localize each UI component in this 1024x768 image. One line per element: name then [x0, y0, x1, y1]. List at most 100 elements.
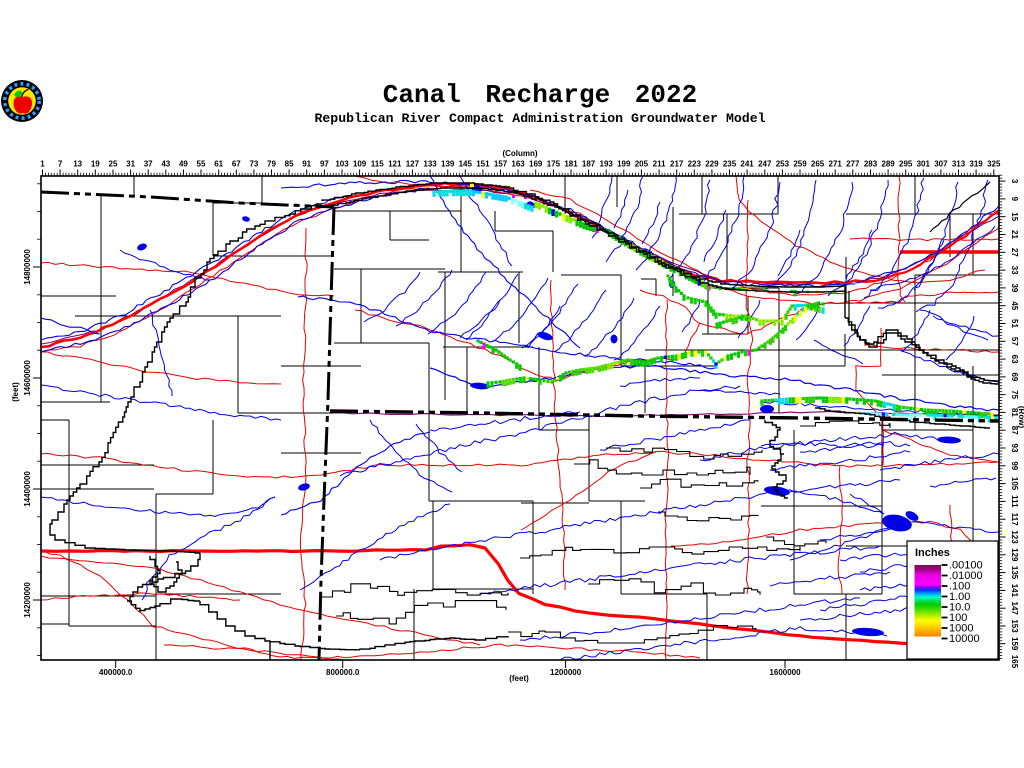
svg-text:99: 99 — [1010, 461, 1019, 470]
svg-text:.00100: .00100 — [949, 560, 983, 572]
svg-text:217: 217 — [670, 160, 684, 169]
svg-text:151: 151 — [476, 160, 490, 169]
svg-text:37: 37 — [144, 160, 153, 169]
svg-text:33: 33 — [1010, 266, 1019, 275]
svg-text:800000.0: 800000.0 — [326, 668, 360, 677]
svg-text:14200000: 14200000 — [23, 582, 32, 618]
svg-text:43: 43 — [161, 160, 170, 169]
svg-text:147: 147 — [1010, 602, 1019, 616]
svg-text:61: 61 — [214, 160, 223, 169]
svg-text:49: 49 — [179, 160, 188, 169]
svg-text:313: 313 — [952, 160, 966, 169]
svg-text:105: 105 — [1010, 477, 1019, 491]
svg-text:75: 75 — [1010, 390, 1019, 399]
svg-text:193: 193 — [600, 160, 614, 169]
svg-text:79: 79 — [267, 160, 276, 169]
svg-text:69: 69 — [1010, 372, 1019, 381]
svg-text:247: 247 — [758, 160, 772, 169]
svg-text:211: 211 — [653, 160, 666, 169]
svg-text:1200000: 1200000 — [550, 668, 582, 677]
svg-text:111: 111 — [1010, 495, 1019, 508]
svg-text:181: 181 — [564, 160, 578, 169]
svg-text:229: 229 — [705, 160, 719, 169]
svg-text:129: 129 — [1010, 548, 1019, 562]
svg-text:163: 163 — [511, 160, 525, 169]
svg-text:289: 289 — [881, 160, 895, 169]
svg-text:10.0: 10.0 — [949, 602, 970, 614]
svg-text:31: 31 — [126, 160, 135, 169]
svg-text:187: 187 — [582, 160, 596, 169]
svg-text:.100: .100 — [949, 581, 970, 593]
svg-text:141: 141 — [1010, 584, 1019, 598]
svg-text:21: 21 — [1010, 230, 1019, 239]
svg-text:15: 15 — [1010, 212, 1019, 221]
svg-text:(feet): (feet) — [11, 382, 20, 402]
svg-text:253: 253 — [776, 160, 790, 169]
svg-text:1.00: 1.00 — [949, 591, 970, 603]
svg-text:55: 55 — [197, 160, 206, 169]
svg-text:259: 259 — [793, 160, 807, 169]
svg-text:7: 7 — [58, 160, 63, 169]
svg-text:73: 73 — [249, 160, 258, 169]
svg-text:39: 39 — [1010, 283, 1019, 292]
svg-text:139: 139 — [441, 160, 455, 169]
svg-text:319: 319 — [969, 160, 983, 169]
svg-text:265: 265 — [811, 160, 825, 169]
svg-text:295: 295 — [899, 160, 913, 169]
svg-text:159: 159 — [1010, 637, 1019, 651]
svg-text:117: 117 — [1010, 513, 1019, 526]
svg-text:10000: 10000 — [949, 633, 980, 645]
svg-text:153: 153 — [1010, 619, 1019, 633]
svg-text:283: 283 — [864, 160, 878, 169]
svg-text:175: 175 — [547, 160, 561, 169]
svg-text:127: 127 — [406, 160, 420, 169]
svg-text:325: 325 — [987, 160, 1001, 169]
svg-text:109: 109 — [353, 160, 367, 169]
svg-text:97: 97 — [320, 160, 329, 169]
svg-text:(feet): (feet) — [509, 674, 529, 683]
svg-text:241: 241 — [740, 160, 754, 169]
svg-text:223: 223 — [688, 160, 702, 169]
svg-text:400000.0: 400000.0 — [99, 668, 133, 677]
svg-text:307: 307 — [934, 160, 948, 169]
svg-text:3: 3 — [1010, 179, 1019, 184]
svg-text:25: 25 — [109, 160, 118, 169]
svg-text:81: 81 — [1010, 408, 1019, 417]
svg-text:165: 165 — [1010, 655, 1019, 669]
svg-text:85: 85 — [285, 160, 294, 169]
svg-text:87: 87 — [1010, 426, 1019, 435]
svg-text:14800000: 14800000 — [23, 249, 32, 285]
svg-text:14600000: 14600000 — [23, 360, 32, 396]
svg-text:157: 157 — [494, 160, 508, 169]
svg-text:19: 19 — [91, 160, 100, 169]
svg-text:169: 169 — [529, 160, 543, 169]
svg-text:115: 115 — [371, 160, 384, 169]
svg-text:271: 271 — [829, 160, 843, 169]
svg-text:133: 133 — [423, 160, 437, 169]
svg-text:51: 51 — [1010, 319, 1019, 328]
svg-text:57: 57 — [1010, 337, 1019, 346]
svg-text:93: 93 — [1010, 444, 1019, 453]
svg-text:(Column): (Column) — [502, 149, 537, 158]
svg-text:205: 205 — [635, 160, 649, 169]
svg-text:1: 1 — [40, 160, 45, 169]
svg-text:123: 123 — [1010, 530, 1019, 544]
svg-text:.01000: .01000 — [949, 570, 983, 582]
svg-text:135: 135 — [1010, 566, 1019, 580]
svg-text:235: 235 — [723, 160, 737, 169]
svg-text:301: 301 — [917, 160, 931, 169]
svg-text:9: 9 — [1010, 197, 1019, 202]
svg-text:67: 67 — [232, 160, 241, 169]
svg-text:14400000: 14400000 — [23, 471, 32, 507]
svg-text:145: 145 — [459, 160, 473, 169]
svg-text:63: 63 — [1010, 355, 1019, 364]
svg-text:27: 27 — [1010, 248, 1019, 257]
svg-text:1600000: 1600000 — [769, 668, 801, 677]
svg-text:103: 103 — [335, 160, 349, 169]
svg-text:1000: 1000 — [949, 623, 973, 635]
svg-text:277: 277 — [846, 160, 860, 169]
svg-text:100: 100 — [949, 612, 967, 624]
svg-text:91: 91 — [302, 160, 311, 169]
svg-text:(Row): (Row) — [1017, 406, 1024, 429]
svg-text:45: 45 — [1010, 301, 1019, 310]
